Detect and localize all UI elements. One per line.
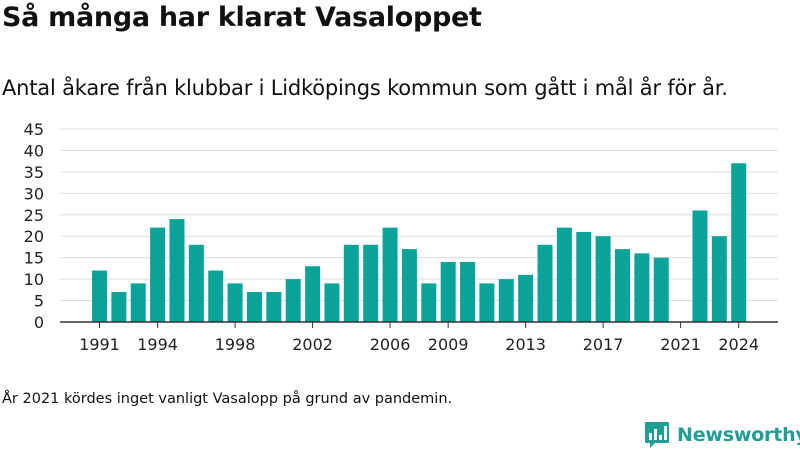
bar-2016 [576, 231, 592, 322]
bar-1994 [150, 227, 166, 322]
bar-2023 [711, 236, 727, 322]
bar-1992 [111, 291, 127, 322]
bar-2012 [498, 279, 514, 322]
x-tick-label-2002: 2002 [292, 335, 333, 354]
bar-1997 [208, 270, 224, 322]
chart-subtitle: Antal åkare från klubbar i Lidköpings ko… [2, 76, 728, 100]
bar-2014 [537, 244, 553, 322]
bar-1998 [227, 283, 243, 322]
y-tick-label-0: 0 [34, 313, 44, 332]
bar-2017 [595, 236, 611, 322]
footnote: År 2021 kördes inget vanligt Vasalopp på… [2, 391, 453, 407]
y-tick-label-45: 45 [24, 120, 44, 139]
bar-2011 [479, 283, 495, 322]
x-tick-label-2021: 2021 [660, 335, 701, 354]
x-tick-label-1994: 1994 [137, 335, 178, 354]
y-tick-label-20: 20 [24, 227, 44, 246]
bar-2000 [266, 291, 282, 322]
y-tick-label-40: 40 [24, 141, 44, 160]
y-tick-label-5: 5 [34, 292, 44, 311]
bar-2005 [363, 244, 379, 322]
bar-2010 [460, 261, 476, 322]
bar-2008 [421, 283, 437, 322]
y-tick-label-25: 25 [24, 206, 44, 225]
bar-2004 [343, 244, 359, 322]
bar-2007 [401, 249, 417, 322]
bar-2020 [653, 257, 669, 322]
newsworthy-logo-icon [645, 422, 669, 448]
bar-2001 [285, 279, 301, 322]
bar-2015 [556, 227, 572, 322]
bar-2013 [518, 274, 534, 322]
y-tick-label-15: 15 [24, 249, 44, 268]
y-tick-label-30: 30 [24, 184, 44, 203]
x-tick-label-1998: 1998 [215, 335, 256, 354]
bar-2018 [614, 249, 630, 322]
bar-1996 [188, 244, 204, 322]
x-tick-label-1991: 1991 [79, 335, 120, 354]
x-tick-label-2013: 2013 [505, 335, 546, 354]
bar-1991 [92, 270, 107, 322]
x-tick-label-2024: 2024 [718, 335, 759, 354]
bar-2006 [382, 227, 398, 322]
bar-1999 [246, 291, 262, 322]
y-tick-label-10: 10 [24, 270, 44, 289]
bar-2019 [634, 253, 650, 322]
x-tick-label-2009: 2009 [428, 335, 469, 354]
brand-name: Newsworthy [677, 424, 800, 446]
bar-1995 [169, 219, 185, 322]
chart-title: Så många har klarat Vasaloppet [2, 2, 482, 33]
x-tick-label-2006: 2006 [370, 335, 411, 354]
y-tick-label-35: 35 [24, 163, 44, 182]
bar-1993 [130, 283, 146, 322]
x-tick-label-2017: 2017 [583, 335, 624, 354]
bar-2003 [324, 283, 340, 322]
bar-2009 [440, 261, 456, 322]
bar-2002 [305, 266, 321, 322]
bar-chart: 0 5 10 15 20 25 30 35 40 45 1991 1994 1998 2002 2006 20… [24, 120, 778, 354]
bar-2024 [731, 163, 747, 322]
bar-2022 [692, 210, 708, 322]
newsworthy-logo: Newsworthy [644, 420, 800, 450]
